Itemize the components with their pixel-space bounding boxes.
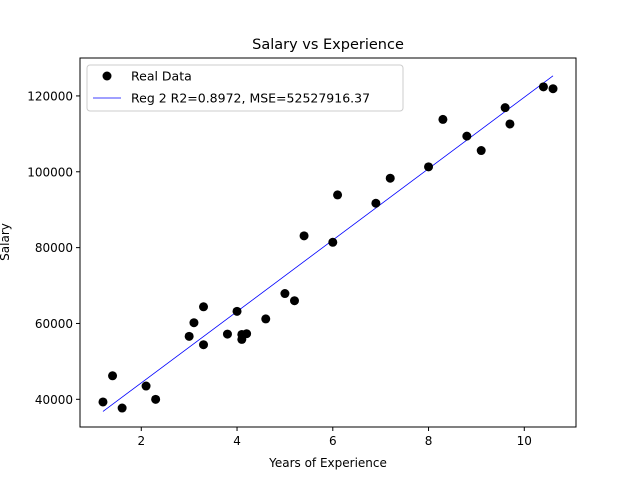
legend-label-regression: Reg 2 R2=0.8972, MSE=52527916.37 — [131, 91, 370, 106]
data-point — [538, 82, 548, 92]
y-tick-label: 80000 — [35, 241, 73, 255]
data-point — [462, 131, 472, 141]
legend-box — [86, 64, 404, 112]
y-tick-label: 60000 — [35, 317, 73, 331]
data-point — [108, 371, 118, 381]
data-point — [424, 162, 434, 172]
legend-label-real-data: Real Data — [131, 69, 192, 84]
data-point — [371, 198, 381, 208]
x-axis-label: Years of Experience — [268, 456, 387, 470]
data-point — [98, 397, 108, 407]
data-point — [505, 119, 515, 129]
x-tick-label: 8 — [425, 434, 433, 448]
data-point — [548, 84, 558, 94]
data-point — [385, 173, 395, 183]
data-point — [328, 237, 338, 247]
data-point — [289, 296, 299, 306]
y-tick-label: 120000 — [27, 89, 73, 103]
data-point — [199, 302, 209, 312]
data-point — [438, 114, 448, 124]
plot-frame — [79, 57, 577, 428]
y-axis-label: Salary — [0, 223, 12, 261]
data-point — [280, 289, 290, 299]
data-point — [189, 318, 199, 328]
y-tick-label: 100000 — [27, 165, 73, 179]
data-point — [141, 381, 151, 391]
data-point — [261, 314, 271, 324]
x-tick-label: 10 — [517, 434, 532, 448]
data-point — [333, 190, 343, 200]
x-tick-label: 4 — [233, 434, 241, 448]
chart-title: Salary vs Experience — [252, 37, 404, 53]
regression-line — [102, 75, 554, 412]
data-point — [184, 331, 194, 341]
y-tick-label: 40000 — [35, 393, 73, 407]
data-point — [151, 394, 161, 404]
data-point — [299, 231, 309, 241]
x-tick-label: 2 — [137, 434, 145, 448]
legend: Real Data Reg 2 R2=0.8972, MSE=52527916.… — [86, 64, 404, 112]
data-point — [199, 340, 209, 350]
data-point — [500, 103, 510, 113]
x-tick-label: 6 — [329, 434, 337, 448]
data-point — [476, 146, 486, 156]
axis-ticks: 2 4 6 8 10 40000 60000 80000 100000 120000 — [27, 89, 532, 448]
plot-area — [98, 75, 558, 413]
legend-marker-real-data — [102, 71, 112, 81]
data-point — [222, 329, 232, 339]
data-point — [117, 403, 127, 413]
data-point — [232, 306, 242, 316]
data-point — [242, 329, 252, 339]
